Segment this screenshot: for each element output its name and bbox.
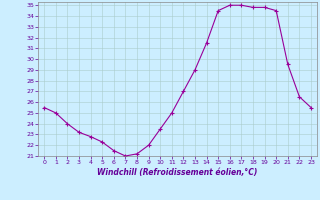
X-axis label: Windchill (Refroidissement éolien,°C): Windchill (Refroidissement éolien,°C) [97, 168, 258, 177]
